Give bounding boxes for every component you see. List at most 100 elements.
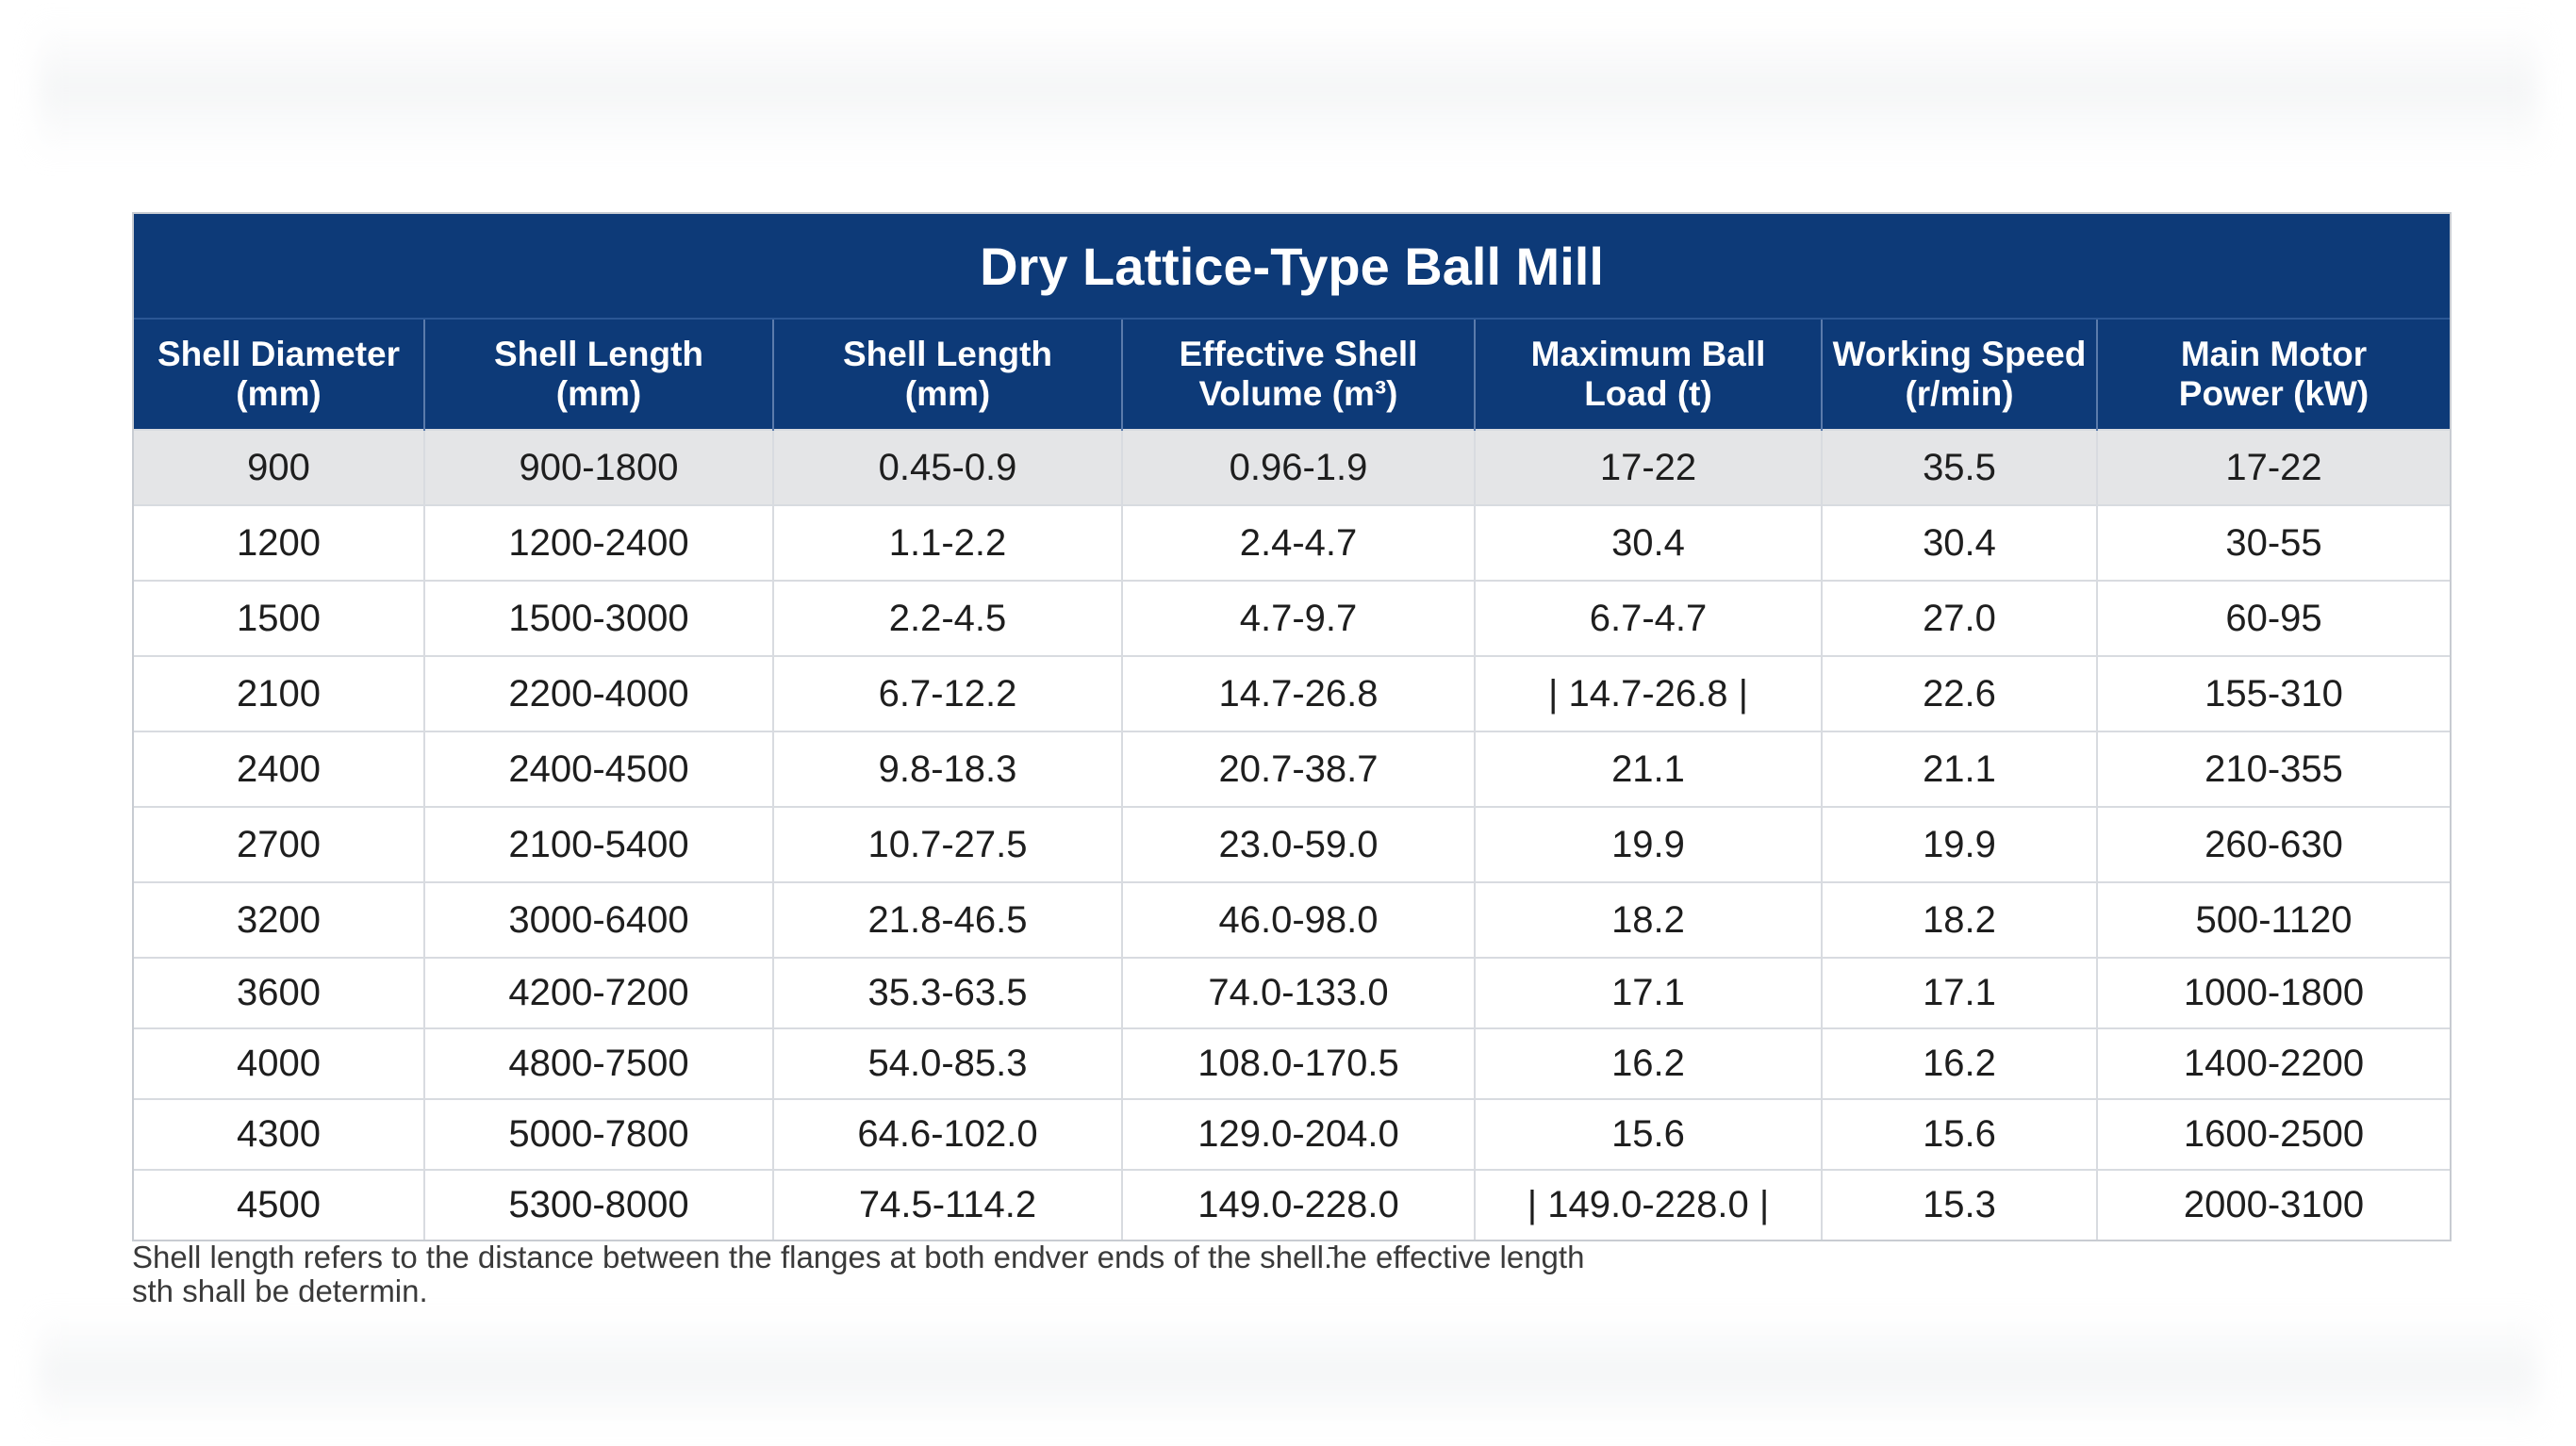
cell-motor-power: 30-55 — [2097, 504, 2450, 581]
cell-motor-power: 60-95 — [2097, 580, 2450, 656]
cell-shell-length-2: 2.2-4.5 — [773, 580, 1123, 656]
header-working-speed: Working Speed (r/min) — [1822, 320, 2098, 430]
spec-table-container: Dry Lattice-Type Ball Mill Shell Diamete… — [132, 212, 2452, 1241]
cell-shell-diameter: 2700 — [134, 806, 425, 882]
table-row: 4500 5300-8000 74.5-114.2 149.0-228.0 | 149.… — [134, 1169, 2450, 1240]
header-shell-diameter: Shell Diameter (mm) — [134, 320, 425, 430]
cell-working-speed: 15.6 — [1822, 1098, 2098, 1170]
cell-effective-volume: 4.7-9.7 — [1122, 580, 1476, 656]
cell-motor-power: 260-630 — [2097, 806, 2450, 882]
cell-working-speed: 16.2 — [1822, 1027, 2098, 1099]
cell-shell-diameter: 1500 — [134, 580, 425, 656]
cell-effective-volume: 108.0-170.5 — [1122, 1027, 1476, 1099]
cell-effective-volume: 23.0-59.0 — [1122, 806, 1476, 882]
table-row: 3600 4200-7200 35.3-63.5 74.0-133.0 17.1 17.1… — [134, 957, 2450, 1028]
table-row: 3200 3000-6400 21.8-46.5 46.0-98.0 18.2 18.2 5… — [134, 881, 2450, 958]
cell-shell-diameter: 2400 — [134, 731, 425, 807]
cell-motor-power: 1600-2500 — [2097, 1098, 2450, 1170]
cell-working-speed: 15.3 — [1822, 1169, 2098, 1240]
cell-max-ball-load: | 14.7-26.8 | — [1475, 655, 1823, 731]
cell-shell-length: 5000-7800 — [424, 1098, 774, 1170]
table-row: 4300 5000-7800 64.6-102.0 129.0-204.0 15.6 15… — [134, 1098, 2450, 1170]
table-row: 4000 4800-7500 54.0-85.3 108.0-170.5 16.2 16.… — [134, 1027, 2450, 1099]
cell-max-ball-load: 17-22 — [1475, 429, 1823, 505]
cell-max-ball-load: 15.6 — [1475, 1098, 1823, 1170]
cell-shell-length-2: 21.8-46.5 — [773, 881, 1123, 958]
cell-shell-length: 1200-2400 — [424, 504, 774, 581]
cell-shell-length-2: 6.7-12.2 — [773, 655, 1123, 731]
cell-effective-volume: 20.7-38.7 — [1122, 731, 1476, 807]
footnote-line-2: sth shall be determin. — [132, 1273, 428, 1308]
blurred-background-top — [38, 19, 2538, 160]
table-row: 1500 1500-3000 2.2-4.5 4.7-9.7 6.7-4.7 27.0 60… — [134, 580, 2450, 656]
table-body: 900 900-1800 0.45-0.9 0.96-1.9 17-22 35.5 17-2… — [134, 429, 2450, 1240]
cell-working-speed: 19.9 — [1822, 806, 2098, 882]
cell-effective-volume: 74.0-133.0 — [1122, 957, 1476, 1028]
cell-working-speed: 17.1 — [1822, 957, 2098, 1028]
cell-motor-power: 155-310 — [2097, 655, 2450, 731]
cell-shell-length-2: 74.5-114.2 — [773, 1169, 1123, 1240]
cell-shell-diameter: 4500 — [134, 1169, 425, 1240]
header-effective-volume: Effective Shell Volume (m³) — [1122, 320, 1476, 430]
footnote: Shell length refers to the distance betw… — [132, 1241, 1584, 1308]
cell-max-ball-load: 30.4 — [1475, 504, 1823, 581]
cell-shell-length: 2200-4000 — [424, 655, 774, 731]
cell-working-speed: 22.6 — [1822, 655, 2098, 731]
cell-working-speed: 35.5 — [1822, 429, 2098, 505]
cell-effective-volume: 129.0-204.0 — [1122, 1098, 1476, 1170]
cell-motor-power: 17-22 — [2097, 429, 2450, 505]
spec-table: Shell Diameter (mm) Shell Length (mm) Shel… — [134, 320, 2450, 1240]
cell-shell-length-2: 35.3-63.5 — [773, 957, 1123, 1028]
table-row: 1200 1200-2400 1.1-2.2 2.4-4.7 30.4 30.4 30-55 — [134, 504, 2450, 581]
cell-shell-length: 4200-7200 — [424, 957, 774, 1028]
cell-motor-power: 500-1120 — [2097, 881, 2450, 958]
cell-shell-length-2: 54.0-85.3 — [773, 1027, 1123, 1099]
cell-max-ball-load: 21.1 — [1475, 731, 1823, 807]
cell-motor-power: 1400-2200 — [2097, 1027, 2450, 1099]
cell-shell-length: 4800-7500 — [424, 1027, 774, 1099]
cell-max-ball-load: 19.9 — [1475, 806, 1823, 882]
cell-shell-length: 2400-4500 — [424, 731, 774, 807]
header-row: Shell Diameter (mm) Shell Length (mm) Shel… — [134, 320, 2450, 430]
cell-shell-diameter: 1200 — [134, 504, 425, 581]
cell-motor-power: 210-355 — [2097, 731, 2450, 807]
header-motor-power: Main Motor Power (kW) — [2097, 320, 2450, 430]
cell-motor-power: 1000-1800 — [2097, 957, 2450, 1028]
cell-shell-diameter: 3600 — [134, 957, 425, 1028]
cell-shell-diameter: 2100 — [134, 655, 425, 731]
table-row: 2400 2400-4500 9.8-18.3 20.7-38.7 21.1 21.1 21… — [134, 731, 2450, 807]
table-row: 2100 2200-4000 6.7-12.2 14.7-26.8 | 14.7-26.… — [134, 655, 2450, 731]
cell-working-speed: 21.1 — [1822, 731, 2098, 807]
cell-shell-length-2: 64.6-102.0 — [773, 1098, 1123, 1170]
cell-shell-diameter: 3200 — [134, 881, 425, 958]
table-row: 2700 2100-5400 10.7-27.5 23.0-59.0 19.9 19.9 2… — [134, 806, 2450, 882]
cell-max-ball-load: 18.2 — [1475, 881, 1823, 958]
cell-motor-power: 2000-3100 — [2097, 1169, 2450, 1240]
table-row: 900 900-1800 0.45-0.9 0.96-1.9 17-22 35.5 17-2… — [134, 429, 2450, 505]
blurred-background-bottom — [38, 1310, 2538, 1433]
cell-shell-length-2: 1.1-2.2 — [773, 504, 1123, 581]
cell-effective-volume: 149.0-228.0 — [1122, 1169, 1476, 1240]
cell-shell-length-2: 9.8-18.3 — [773, 731, 1123, 807]
cell-effective-volume: 0.96-1.9 — [1122, 429, 1476, 505]
cell-shell-length-2: 0.45-0.9 — [773, 429, 1123, 505]
cell-effective-volume: 46.0-98.0 — [1122, 881, 1476, 958]
cell-working-speed: 30.4 — [1822, 504, 2098, 581]
cell-working-speed: 27.0 — [1822, 580, 2098, 656]
cell-shell-length: 900-1800 — [424, 429, 774, 505]
header-shell-length-2: Shell Length (mm) — [773, 320, 1123, 430]
cell-shell-diameter: 900 — [134, 429, 425, 505]
cell-max-ball-load: 16.2 — [1475, 1027, 1823, 1099]
cell-max-ball-load: | 149.0-228.0 | — [1475, 1169, 1823, 1240]
cell-max-ball-load: 6.7-4.7 — [1475, 580, 1823, 656]
cell-shell-length: 2100-5400 — [424, 806, 774, 882]
cell-effective-volume: 14.7-26.8 — [1122, 655, 1476, 731]
header-max-ball-load: Maximum Ball Load (t) — [1475, 320, 1823, 430]
table-title: Dry Lattice-Type Ball Mill — [134, 214, 2450, 320]
cell-max-ball-load: 17.1 — [1475, 957, 1823, 1028]
header-shell-length: Shell Length (mm) — [424, 320, 774, 430]
cell-effective-volume: 2.4-4.7 — [1122, 504, 1476, 581]
cell-shell-length-2: 10.7-27.5 — [773, 806, 1123, 882]
cell-shell-length: 3000-6400 — [424, 881, 774, 958]
cell-shell-length: 5300-8000 — [424, 1169, 774, 1240]
